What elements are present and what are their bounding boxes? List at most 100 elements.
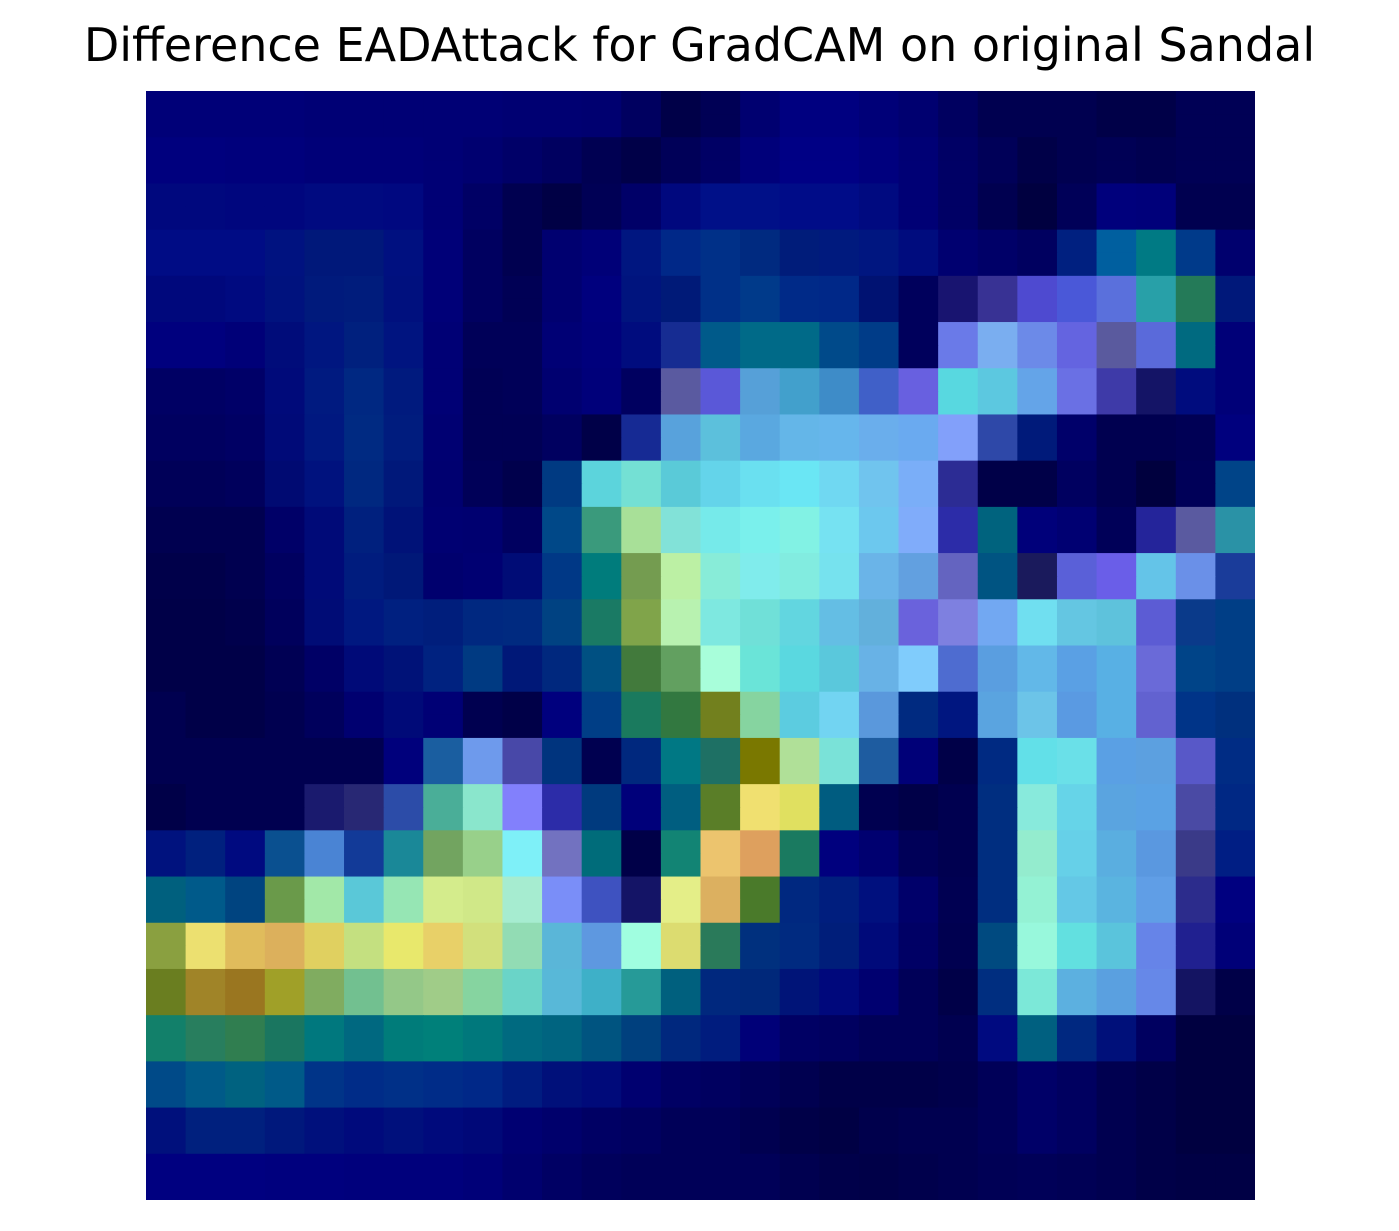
heatmap-cell-r46-c20 xyxy=(938,1153,979,1178)
heatmap-cell-r41-c3 xyxy=(264,1038,306,1062)
heatmap-cell-r15-c12 xyxy=(621,437,662,462)
heatmap-cell-r20-c27 xyxy=(1215,553,1255,577)
heatmap-cell-r16-c7 xyxy=(423,460,464,485)
heatmap-cell-r22-c13 xyxy=(660,599,702,623)
heatmap-cell-r40-c24 xyxy=(1096,1015,1137,1039)
heatmap-cell-r37-c16 xyxy=(779,945,820,970)
heatmap-cell-r9-c7 xyxy=(423,298,464,323)
heatmap-cell-r38-c25 xyxy=(1136,968,1177,993)
heatmap-cell-r13-c4 xyxy=(304,391,345,416)
heatmap-cell-r11-c4 xyxy=(304,345,345,369)
heatmap-cell-r44-c18 xyxy=(858,1107,900,1132)
heatmap-cell-r1-c27 xyxy=(1215,114,1255,138)
heatmap-cell-r5-c13 xyxy=(660,206,702,231)
heatmap-cell-r34-c3 xyxy=(264,876,306,901)
heatmap-cell-r23-c25 xyxy=(1136,622,1177,647)
heatmap-cell-r33-c2 xyxy=(225,853,266,878)
heatmap-cell-r41-c21 xyxy=(977,1038,1018,1062)
heatmap-cell-r5-c9 xyxy=(502,206,543,231)
heatmap-cell-r44-c14 xyxy=(700,1107,741,1132)
heatmap-cell-r37-c25 xyxy=(1136,945,1177,970)
heatmap-cell-r28-c24 xyxy=(1096,737,1137,762)
heatmap-cell-r18-c5 xyxy=(344,506,385,531)
heatmap-cell-r37-c5 xyxy=(344,945,385,970)
heatmap-cell-r46-c14 xyxy=(700,1153,741,1178)
heatmap-cell-r38-c13 xyxy=(660,968,702,993)
heatmap-cell-r45-c0 xyxy=(146,1130,187,1155)
heatmap-cell-r17-c22 xyxy=(1017,483,1058,508)
heatmap-cell-r7-c1 xyxy=(185,252,226,277)
heatmap-cell-r0-c11 xyxy=(581,91,622,115)
heatmap-cell-r20-c12 xyxy=(621,553,662,577)
heatmap-cell-r35-c21 xyxy=(977,899,1018,924)
heatmap-cell-r33-c7 xyxy=(423,853,464,878)
heatmap-cell-r5-c20 xyxy=(938,206,979,231)
heatmap-cell-r36-c9 xyxy=(502,922,543,947)
heatmap-cell-r24-c15 xyxy=(740,645,781,670)
heatmap-cell-r8-c7 xyxy=(423,275,464,300)
heatmap-cell-r26-c10 xyxy=(542,691,583,716)
heatmap-cell-r13-c13 xyxy=(660,391,702,416)
heatmap-cell-r35-c17 xyxy=(819,899,860,924)
heatmap-cell-r32-c3 xyxy=(264,830,306,855)
heatmap-cell-r27-c17 xyxy=(819,714,860,739)
heatmap-cell-r33-c6 xyxy=(383,853,424,878)
heatmap-cell-r41-c20 xyxy=(938,1038,979,1062)
heatmap-cell-r39-c11 xyxy=(581,992,622,1016)
heatmap-cell-r14-c9 xyxy=(502,414,543,439)
heatmap-cell-r32-c27 xyxy=(1215,830,1255,855)
heatmap-cell-r43-c5 xyxy=(344,1084,385,1109)
heatmap-cell-r12-c13 xyxy=(660,368,702,392)
heatmap-cell-r37-c22 xyxy=(1017,945,1058,970)
heatmap-cell-r30-c9 xyxy=(502,784,543,808)
heatmap-cell-r9-c8 xyxy=(462,298,504,323)
heatmap-cell-r6-c3 xyxy=(264,229,306,254)
heatmap-cell-r28-c3 xyxy=(264,737,306,762)
heatmap-cell-r43-c17 xyxy=(819,1084,860,1109)
heatmap-cell-r12-c9 xyxy=(502,368,543,392)
heatmap-cell-r19-c0 xyxy=(146,529,187,554)
heatmap-cell-r23-c4 xyxy=(304,622,345,647)
heatmap-cell-r4-c19 xyxy=(898,183,939,208)
heatmap-cell-r20-c1 xyxy=(185,553,226,577)
heatmap-cell-r11-c23 xyxy=(1056,345,1098,369)
heatmap-cell-r20-c0 xyxy=(146,553,187,577)
heatmap-cell-r0-c2 xyxy=(225,91,266,115)
heatmap-cell-r3-c1 xyxy=(185,160,226,185)
heatmap-cell-r23-c8 xyxy=(462,622,504,647)
heatmap-cell-r8-c27 xyxy=(1215,275,1255,300)
heatmap-cell-r26-c3 xyxy=(264,691,306,716)
heatmap-cell-r0-c25 xyxy=(1136,91,1177,115)
heatmap-cell-r2-c11 xyxy=(581,137,622,161)
heatmap-cell-r9-c22 xyxy=(1017,298,1058,323)
heatmap-cell-r10-c20 xyxy=(938,322,979,346)
heatmap-cell-r34-c10 xyxy=(542,876,583,901)
heatmap-cell-r34-c22 xyxy=(1017,876,1058,901)
heatmap-cell-r6-c8 xyxy=(462,229,504,254)
heatmap-cell-r12-c6 xyxy=(383,368,424,392)
heatmap-cell-r14-c25 xyxy=(1136,414,1177,439)
heatmap-cell-r4-c27 xyxy=(1215,183,1255,208)
heatmap-cell-r10-c9 xyxy=(502,322,543,346)
heatmap-cell-r30-c12 xyxy=(621,784,662,808)
heatmap-cell-r25-c18 xyxy=(858,668,900,693)
heatmap-cell-r1-c1 xyxy=(185,114,226,138)
heatmap-cell-r47-c3 xyxy=(264,1176,306,1200)
heatmap-cell-r27-c2 xyxy=(225,714,266,739)
heatmap-cell-r43-c6 xyxy=(383,1084,424,1109)
heatmap-cell-r41-c13 xyxy=(660,1038,702,1062)
heatmap-cell-r5-c14 xyxy=(700,206,741,231)
heatmap-cell-r40-c10 xyxy=(542,1015,583,1039)
heatmap-cell-r17-c1 xyxy=(185,483,226,508)
heatmap-cell-r28-c4 xyxy=(304,737,345,762)
heatmap-cell-r4-c9 xyxy=(502,183,543,208)
heatmap-cell-r17-c9 xyxy=(502,483,543,508)
heatmap-cell-r20-c17 xyxy=(819,553,860,577)
heatmap-cell-r41-c19 xyxy=(898,1038,939,1062)
heatmap-cell-r0-c22 xyxy=(1017,91,1058,115)
heatmap-cell-r35-c9 xyxy=(502,899,543,924)
heatmap-cell-r36-c4 xyxy=(304,922,345,947)
heatmap-cell-r47-c24 xyxy=(1096,1176,1137,1200)
heatmap-cell-r47-c23 xyxy=(1056,1176,1098,1200)
heatmap-cell-r19-c11 xyxy=(581,529,622,554)
